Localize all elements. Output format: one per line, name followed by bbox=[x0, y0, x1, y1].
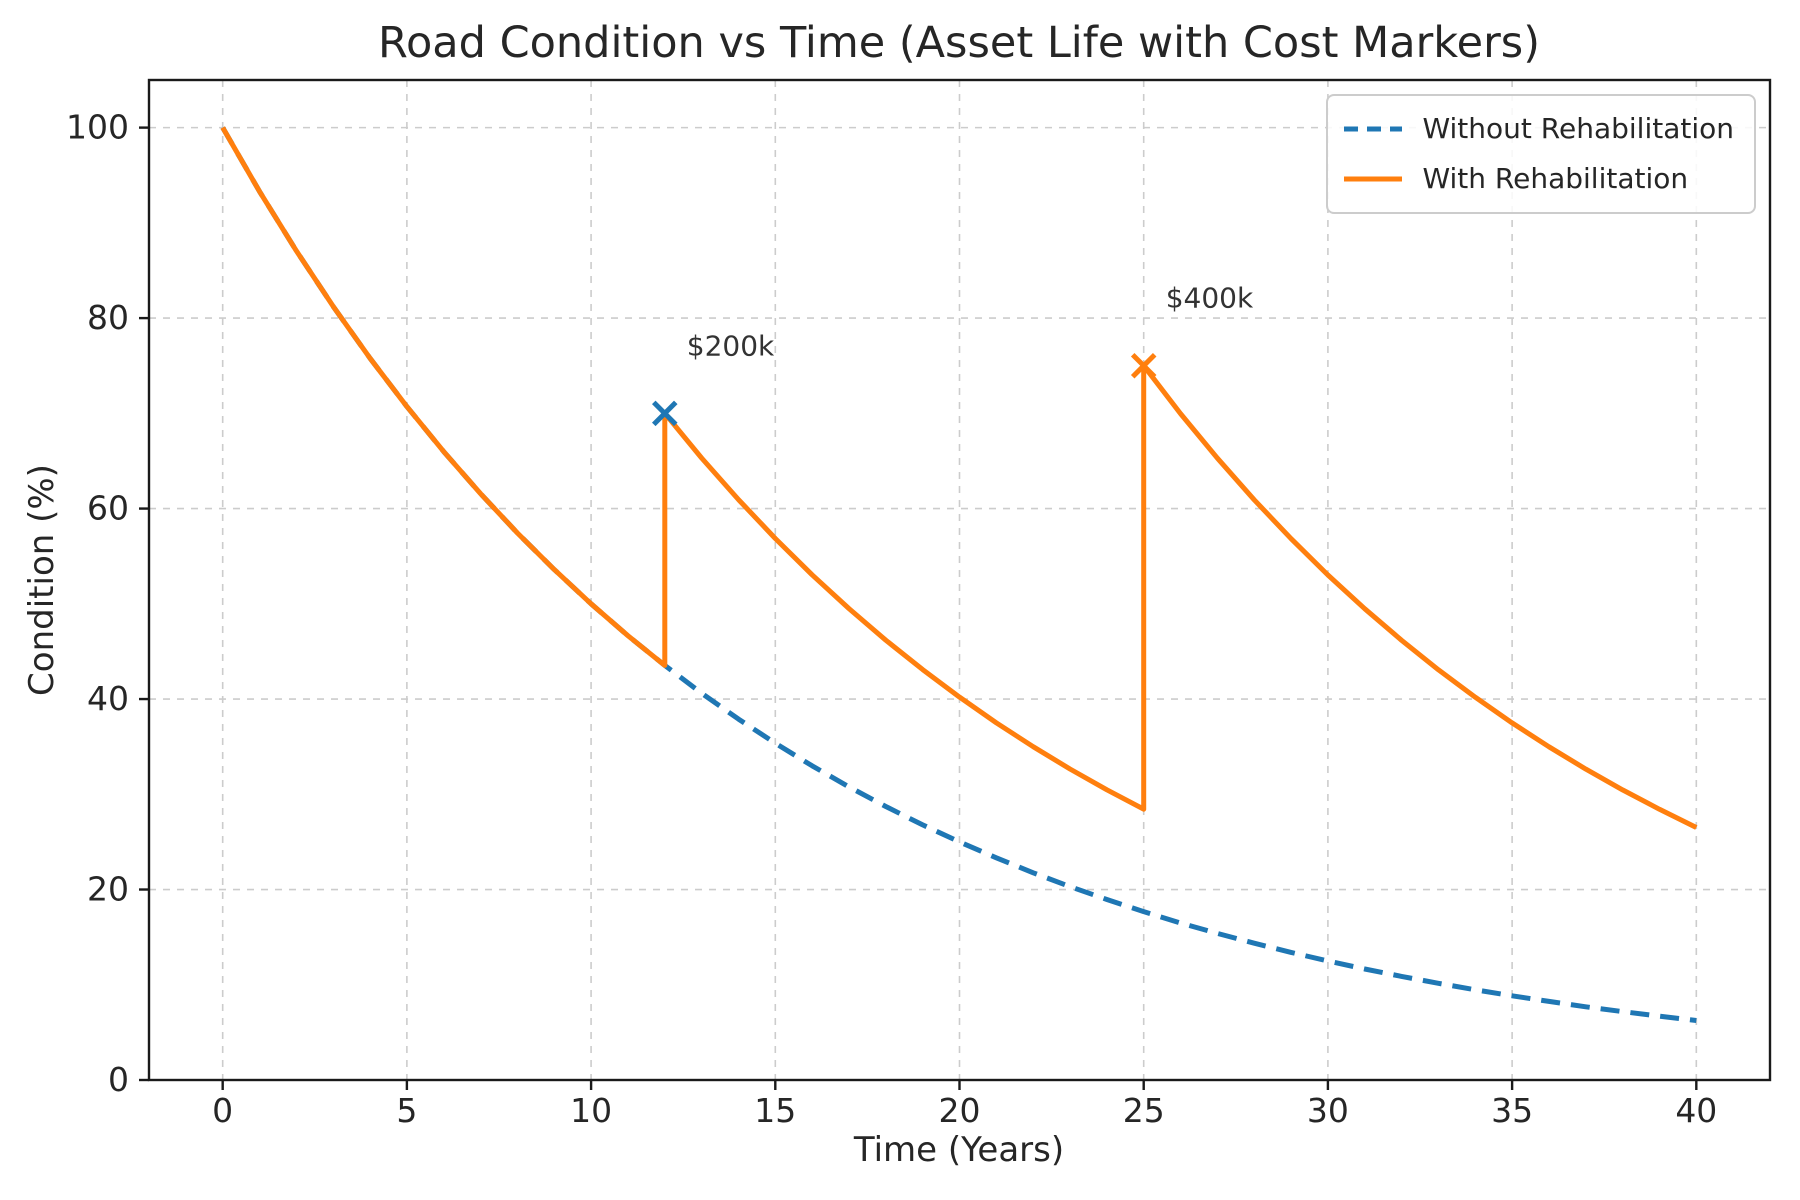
series-line-with-rehabilitation bbox=[220, 126, 1698, 830]
dashed-line-sample-icon bbox=[1344, 126, 1403, 132]
y-tick-label-0: 0 bbox=[108, 1060, 129, 1099]
cost-marker-x-icon bbox=[1130, 352, 1157, 379]
legend-label-without-rehabilitation: Without Rehabilitation bbox=[1422, 112, 1734, 145]
x-tick-label-20: 20 bbox=[939, 1091, 981, 1130]
x-tick-label-30: 30 bbox=[1307, 1091, 1349, 1130]
x-tick-label-0: 0 bbox=[212, 1091, 233, 1130]
legend-item-with-rehabilitation: With Rehabilitation bbox=[1344, 160, 1734, 198]
x-tick-label-5: 5 bbox=[396, 1091, 417, 1130]
cost-annotation: $200k bbox=[687, 329, 775, 362]
x-tick-label-25: 25 bbox=[1123, 1091, 1165, 1130]
y-tick-label-60: 60 bbox=[87, 489, 129, 528]
x-axis-label: Time (Years) bbox=[853, 1130, 1065, 1170]
y-axis-label: Condition (%) bbox=[22, 464, 62, 696]
y-tick-label-80: 80 bbox=[87, 298, 129, 337]
y-tick-label-40: 40 bbox=[87, 679, 129, 718]
cost-annotation: $400k bbox=[1166, 282, 1254, 315]
legend-label-with-rehabilitation: With Rehabilitation bbox=[1422, 162, 1689, 195]
axes-spines bbox=[147, 78, 1772, 1082]
cost-marker-x-icon bbox=[652, 400, 678, 427]
legend-item-without-rehabilitation: Without Rehabilitation bbox=[1344, 110, 1734, 148]
chart-title: Road Condition vs Time (Asset Life with … bbox=[378, 18, 1540, 68]
x-tick-label-40: 40 bbox=[1675, 1091, 1717, 1130]
legend: Without Rehabilitation With Rehabilitati… bbox=[1326, 94, 1756, 214]
x-tick-label-15: 15 bbox=[754, 1091, 796, 1130]
x-tick-label-35: 35 bbox=[1491, 1091, 1533, 1130]
x-tick-label-10: 10 bbox=[570, 1091, 612, 1130]
y-tick-label-20: 20 bbox=[87, 870, 129, 909]
y-tick-label-100: 100 bbox=[66, 108, 129, 147]
solid-line-sample-icon bbox=[1344, 176, 1403, 182]
